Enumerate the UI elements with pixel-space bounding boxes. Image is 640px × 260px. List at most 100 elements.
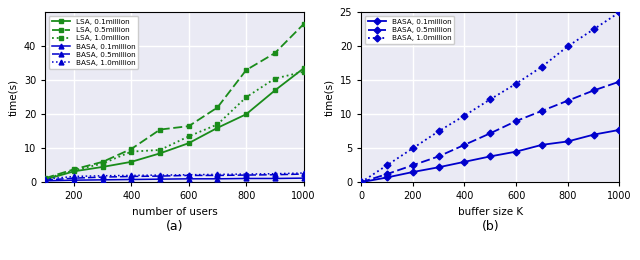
BASA, 1.0million <box>243 172 250 176</box>
BASA, 1.0million <box>383 164 391 167</box>
LSA, 0.1million <box>70 170 78 173</box>
BASA, 1.0million <box>42 178 49 181</box>
BASA, 0.1million <box>564 140 572 143</box>
BASA, 1.0million <box>214 173 221 176</box>
BASA, 0.5million <box>271 173 278 176</box>
BASA, 0.5million <box>409 164 417 167</box>
LSA, 0.5million <box>156 128 164 131</box>
LSA, 0.1million <box>243 113 250 116</box>
X-axis label: buffer size K: buffer size K <box>458 207 523 217</box>
LSA, 1.0million <box>70 169 78 172</box>
BASA, 0.5million <box>42 179 49 182</box>
BASA, 0.5million <box>435 155 442 158</box>
BASA, 0.5million <box>461 143 468 146</box>
LSA, 0.1million <box>156 152 164 155</box>
BASA, 1.0million <box>461 114 468 117</box>
X-axis label: number of users: number of users <box>132 207 218 217</box>
BASA, 1.0million <box>185 173 193 176</box>
LSA, 0.5million <box>70 168 78 171</box>
BASA, 1.0million <box>564 45 572 48</box>
BASA, 0.5million <box>99 176 106 179</box>
BASA, 0.1million <box>461 160 468 163</box>
BASA, 0.5million <box>486 132 494 135</box>
BASA, 1.0million <box>589 28 597 31</box>
BASA, 0.1million <box>271 177 278 180</box>
BASA, 0.5million <box>70 177 78 180</box>
BASA, 0.5million <box>616 80 623 83</box>
LSA, 0.5million <box>185 125 193 128</box>
LSA, 0.1million <box>214 126 221 129</box>
LSA, 0.5million <box>271 51 278 55</box>
BASA, 1.0million <box>300 172 307 175</box>
LSA, 0.1million <box>300 67 307 70</box>
Line: LSA, 0.1million: LSA, 0.1million <box>43 66 306 182</box>
LSA, 0.5million <box>99 160 106 163</box>
BASA, 0.1million <box>409 171 417 174</box>
BASA, 0.1million <box>383 176 391 179</box>
LSA, 0.1million <box>99 165 106 168</box>
LSA, 0.5million <box>214 106 221 109</box>
Text: (a): (a) <box>166 220 183 233</box>
BASA, 0.1million <box>99 178 106 181</box>
Legend: LSA, 0.1million, LSA, 0.5million, LSA, 1.0million, BASA, 0.1million, BASA, 0.5mi: LSA, 0.1million, LSA, 0.5million, LSA, 1… <box>49 16 138 69</box>
Line: BASA, 0.1million: BASA, 0.1million <box>359 127 622 185</box>
LSA, 1.0million <box>214 123 221 126</box>
BASA, 0.5million <box>185 174 193 177</box>
BASA, 0.1million <box>512 150 520 153</box>
BASA, 1.0million <box>156 173 164 177</box>
BASA, 1.0million <box>70 175 78 178</box>
Line: LSA, 1.0million: LSA, 1.0million <box>43 69 306 181</box>
Line: BASA, 0.5million: BASA, 0.5million <box>359 79 622 185</box>
BASA, 1.0million <box>512 82 520 85</box>
BASA, 0.5million <box>512 120 520 123</box>
BASA, 0.1million <box>214 177 221 180</box>
BASA, 1.0million <box>435 130 442 133</box>
BASA, 0.1million <box>538 143 546 146</box>
BASA, 1.0million <box>486 98 494 101</box>
BASA, 1.0million <box>538 65 546 68</box>
BASA, 0.1million <box>616 128 623 132</box>
Line: BASA, 1.0million: BASA, 1.0million <box>359 10 622 185</box>
LSA, 1.0million <box>300 70 307 73</box>
Line: BASA, 1.0million: BASA, 1.0million <box>43 171 306 181</box>
LSA, 0.1million <box>271 89 278 92</box>
BASA, 0.1million <box>185 177 193 180</box>
BASA, 0.1million <box>589 133 597 136</box>
BASA, 0.5million <box>214 174 221 177</box>
BASA, 1.0million <box>271 172 278 175</box>
BASA, 0.1million <box>127 178 135 181</box>
LSA, 1.0million <box>185 135 193 138</box>
BASA, 0.1million <box>156 178 164 181</box>
BASA, 1.0million <box>616 11 623 14</box>
BASA, 0.5million <box>538 109 546 112</box>
BASA, 0.5million <box>156 174 164 178</box>
LSA, 1.0million <box>127 150 135 153</box>
BASA, 1.0million <box>357 181 365 184</box>
BASA, 0.1million <box>243 177 250 180</box>
Legend: BASA, 0.1million, BASA, 0.5million, BASA, 1.0million: BASA, 0.1million, BASA, 0.5million, BASA… <box>365 16 454 44</box>
BASA, 0.1million <box>357 181 365 184</box>
Y-axis label: time(s): time(s) <box>8 79 19 116</box>
LSA, 1.0million <box>156 148 164 152</box>
BASA, 0.1million <box>42 179 49 183</box>
LSA, 1.0million <box>243 96 250 99</box>
BASA, 1.0million <box>99 174 106 177</box>
LSA, 1.0million <box>42 177 49 180</box>
BASA, 0.1million <box>300 177 307 180</box>
BASA, 0.1million <box>70 179 78 182</box>
BASA, 0.1million <box>486 155 494 158</box>
LSA, 0.1million <box>42 178 49 181</box>
LSA, 0.1million <box>127 160 135 163</box>
Line: BASA, 0.1million: BASA, 0.1million <box>43 176 306 183</box>
LSA, 0.5million <box>300 23 307 26</box>
Y-axis label: time(s): time(s) <box>324 79 334 116</box>
BASA, 0.5million <box>564 99 572 102</box>
Line: BASA, 0.5million: BASA, 0.5million <box>43 172 306 183</box>
BASA, 0.5million <box>383 172 391 176</box>
BASA, 1.0million <box>127 174 135 177</box>
LSA, 1.0million <box>99 162 106 165</box>
LSA, 0.5million <box>42 177 49 180</box>
BASA, 0.1million <box>435 166 442 169</box>
BASA, 0.5million <box>589 89 597 92</box>
LSA, 1.0million <box>271 77 278 80</box>
